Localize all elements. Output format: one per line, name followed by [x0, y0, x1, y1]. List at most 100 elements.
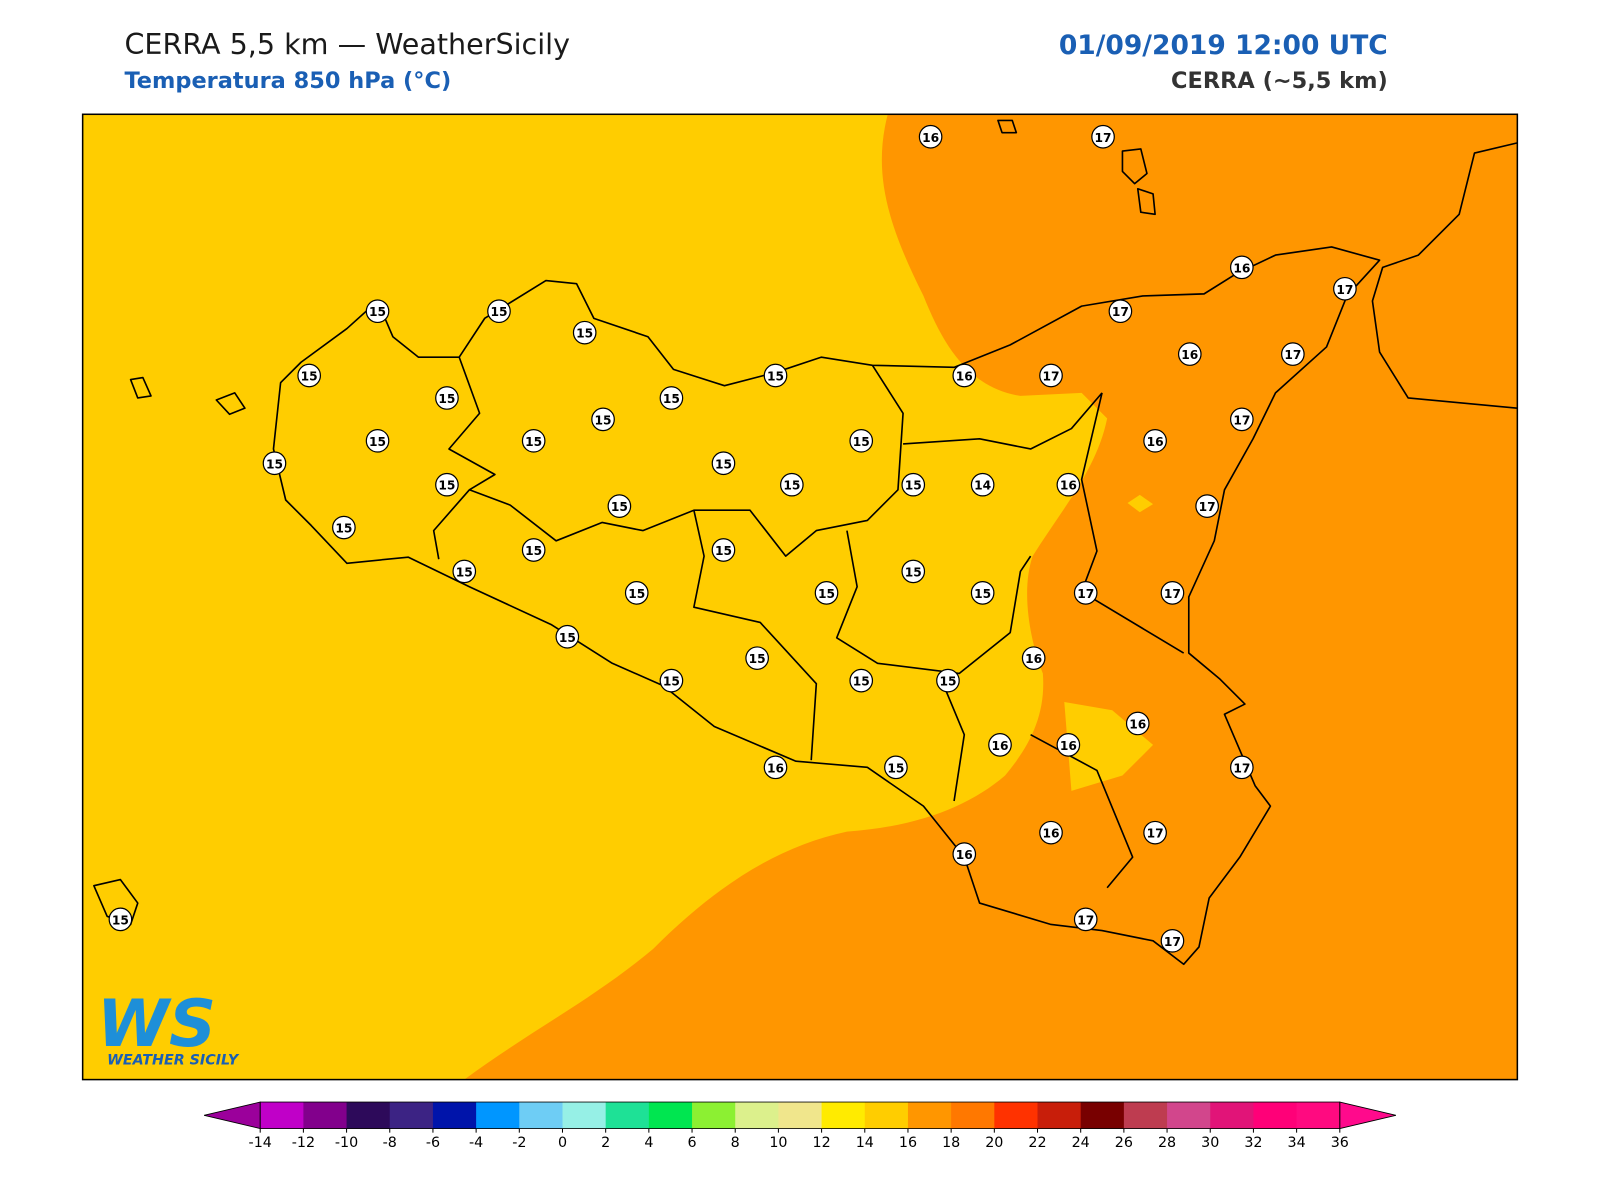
- station-marker: [1039, 820, 1063, 845]
- station-marker: [763, 363, 788, 388]
- colorbar-tick-label: 18: [942, 1135, 960, 1151]
- station-marker: [901, 472, 926, 497]
- station-value: 15: [853, 435, 870, 449]
- station-marker: [1333, 276, 1357, 301]
- station-marker: [901, 559, 926, 584]
- colorbar-segment: [951, 1102, 995, 1129]
- station-marker: [952, 363, 977, 388]
- colorbar-tick-label: 36: [1331, 1135, 1349, 1151]
- colorbar-tick-label: 10: [769, 1135, 787, 1151]
- station-marker: [1056, 733, 1081, 757]
- logo-caption: WEATHER SICILY: [107, 1052, 240, 1068]
- station-value: 17: [1164, 935, 1181, 949]
- station-marker: [745, 646, 769, 670]
- colorbar-over: [1339, 1101, 1397, 1130]
- station-marker: [711, 538, 736, 562]
- station-marker: [572, 320, 597, 345]
- colorbar-tick-label: -2: [512, 1135, 526, 1151]
- colorbar-tick-label: 24: [1072, 1135, 1090, 1151]
- colorbar-tick-label: 14: [856, 1135, 874, 1151]
- station-value: 17: [1233, 413, 1250, 427]
- station-marker: [763, 755, 788, 780]
- station-value: 17: [1147, 827, 1164, 841]
- colorbar-segment: [1253, 1102, 1298, 1129]
- colorbar-tick-label: 4: [644, 1135, 653, 1151]
- station-value: 17: [1095, 131, 1112, 145]
- colorbar-tick-label: 34: [1288, 1135, 1306, 1151]
- station-value: 15: [576, 327, 593, 341]
- station-marker: [1143, 820, 1167, 845]
- colorbar-tick-label: 22: [1028, 1135, 1046, 1151]
- colorbar-segment: [648, 1102, 693, 1129]
- station-marker: [1021, 646, 1046, 670]
- station-marker: [936, 668, 960, 693]
- station-value: 15: [438, 392, 455, 406]
- station-value: 15: [628, 587, 645, 601]
- station-value: 15: [887, 761, 904, 775]
- station-value: 14: [974, 479, 991, 493]
- colorbar-segment: [735, 1102, 779, 1129]
- station-marker: [297, 363, 322, 388]
- station-marker: [487, 299, 511, 324]
- model: CERRA (~5,5 km): [1171, 68, 1388, 94]
- station-marker: [591, 407, 615, 432]
- colorbar-segment: [389, 1102, 434, 1129]
- colorbar-segment: [476, 1102, 520, 1129]
- station-marker: [555, 624, 580, 649]
- colorbar-segment: [432, 1102, 477, 1129]
- station-marker: [1143, 428, 1167, 453]
- station-marker: [1160, 928, 1185, 953]
- station-marker: [814, 581, 839, 605]
- station-value: 17: [1112, 305, 1129, 319]
- station-marker: [1056, 472, 1081, 497]
- stations: 16 17 16 17 15 15 17 15 16 17 15 15 16 17 15 15 15 17 15 15…: [108, 124, 1357, 953]
- station-marker: [1177, 342, 1202, 366]
- colorbar-segment: [562, 1102, 607, 1129]
- station-marker: [1230, 755, 1254, 780]
- station-marker: [1125, 711, 1150, 736]
- colorbar-tick-label: 12: [813, 1135, 831, 1151]
- station-marker: [607, 494, 632, 518]
- station-value: 15: [783, 479, 800, 493]
- station-value: 16: [1181, 348, 1198, 362]
- station-marker: [1039, 363, 1063, 388]
- station-value: 16: [922, 131, 939, 145]
- station-marker: [332, 515, 356, 540]
- station-value: 17: [1043, 370, 1060, 384]
- warm-region: [464, 114, 1518, 1080]
- station-marker: [659, 668, 684, 693]
- station-value: 15: [301, 370, 318, 384]
- station-marker: [521, 428, 546, 453]
- colorbar-tick-label: -14: [249, 1135, 272, 1151]
- station-value: 15: [369, 435, 386, 449]
- colorbar-tick-label: 26: [1115, 1135, 1133, 1151]
- colorbar-tick-label: 8: [731, 1135, 740, 1151]
- station-value: 15: [939, 675, 956, 689]
- station-value: 15: [905, 479, 922, 493]
- station-value: 17: [1077, 587, 1094, 601]
- island: [93, 119, 1156, 926]
- station-value: 16: [1129, 717, 1146, 731]
- station-marker: [952, 842, 977, 866]
- station-marker: [1108, 299, 1133, 324]
- province-border: [432, 356, 1185, 889]
- title: CERRA 5,5 km — WeatherSicily: [124, 27, 570, 61]
- station-value: 15: [853, 675, 870, 689]
- station-value: 15: [456, 565, 473, 579]
- station-marker: [1160, 581, 1185, 605]
- station-value: 15: [715, 457, 732, 471]
- logo-mark: WS: [97, 986, 216, 1062]
- colorbar-segment: [346, 1102, 391, 1129]
- station-value: 17: [1077, 913, 1094, 927]
- station-marker: [365, 299, 390, 324]
- colorbar-tick-label: 28: [1158, 1135, 1176, 1151]
- station-marker: [1195, 494, 1219, 518]
- colorbar-tick-label: 32: [1244, 1135, 1262, 1151]
- station-marker: [988, 733, 1012, 757]
- colorbar-segment: [692, 1102, 736, 1129]
- station-value: 17: [1336, 283, 1353, 297]
- datetime: 01/09/2019 12:00 UTC: [1059, 30, 1388, 61]
- station-value: 15: [767, 370, 784, 384]
- station-value: 16: [991, 739, 1008, 753]
